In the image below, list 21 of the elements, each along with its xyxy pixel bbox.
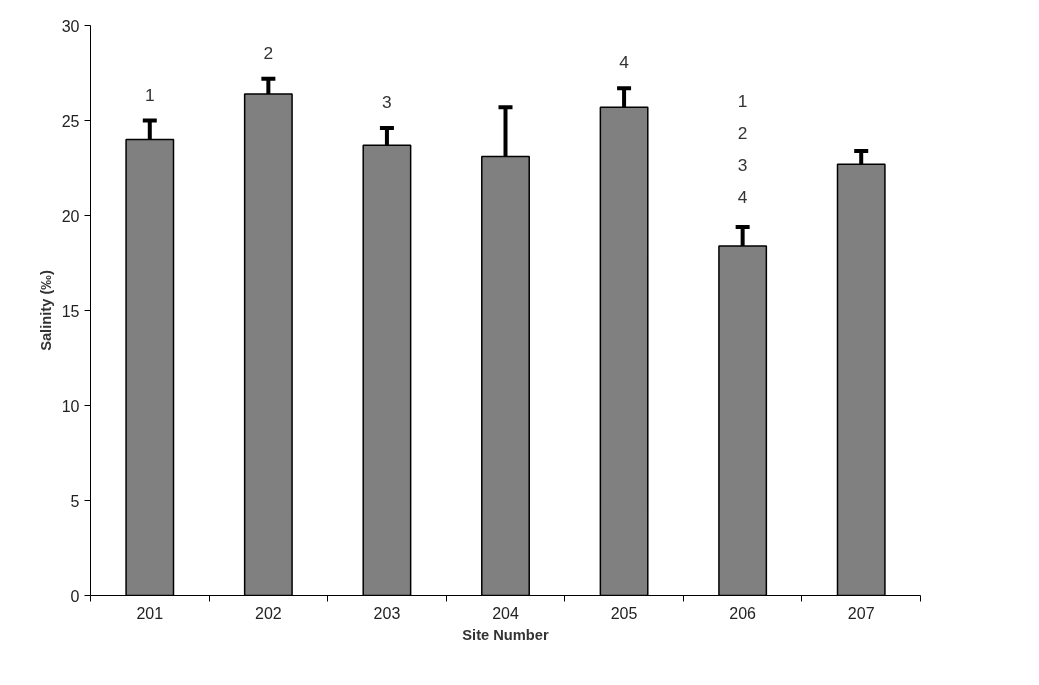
annotation: 3	[382, 92, 392, 113]
x-axis-title: Site Number	[462, 626, 549, 643]
y-tick-label: 30	[61, 17, 80, 35]
y-tick-label: 20	[61, 207, 80, 225]
x-tick-label: 207	[847, 604, 875, 622]
y-tick-label: 5	[70, 492, 80, 510]
x-tick-label: 204	[492, 604, 519, 622]
annotation: 2	[263, 42, 274, 63]
annotation: 4	[619, 52, 630, 73]
x-tick-label: 205	[610, 604, 638, 622]
x-tick-label: 206	[729, 604, 757, 622]
y-tick-label: 10	[61, 397, 80, 415]
x-tick-label: 203	[373, 604, 401, 622]
x-tick-label: 202	[255, 604, 282, 622]
y-axis-title: Salinity (‰)	[37, 270, 54, 351]
x-tick-label: 201	[136, 604, 164, 622]
annotation: 1	[144, 84, 155, 105]
y-tick-label: 15	[61, 302, 80, 320]
y-tick-label: 0	[70, 587, 80, 605]
y-tick-label: 25	[61, 112, 80, 130]
annotation: 1 2 3 4	[737, 90, 748, 207]
